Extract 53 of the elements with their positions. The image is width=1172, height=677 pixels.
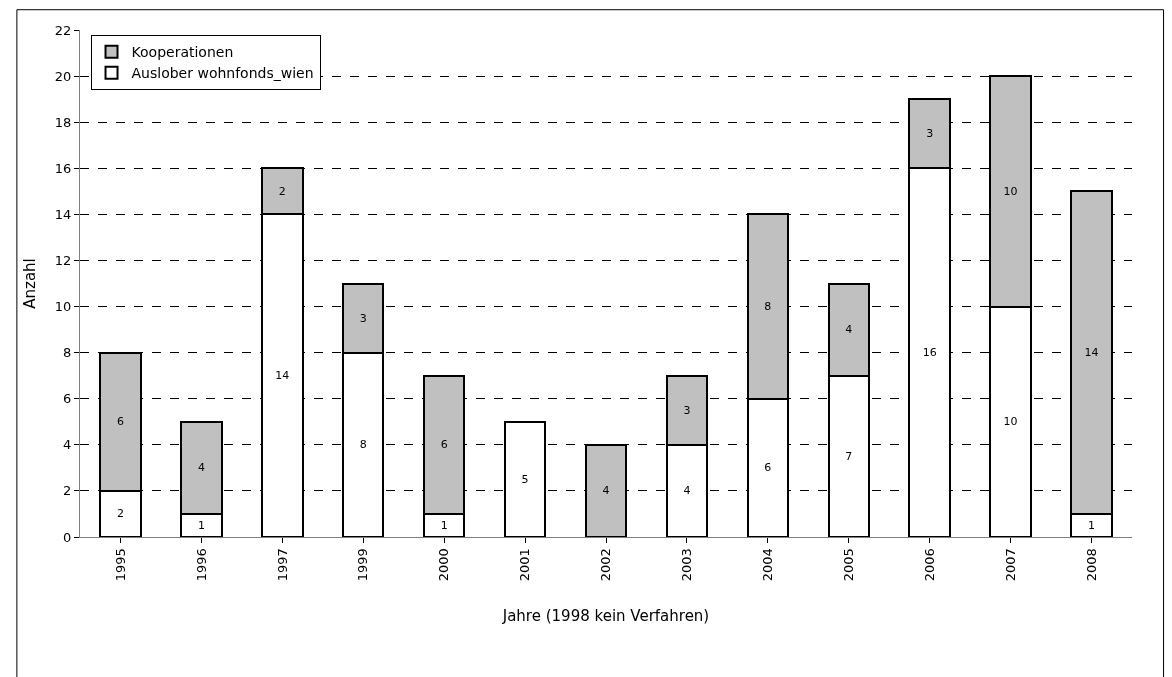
x-tick-label: 1996 (193, 548, 209, 582)
data-label: 6 (440, 438, 448, 452)
data-label: 6 (116, 415, 124, 429)
x-tick-label: 2007 (1002, 548, 1018, 582)
x-tick-label: 1995 (112, 548, 128, 582)
data-label: 8 (359, 438, 367, 452)
data-label: 8 (764, 300, 772, 314)
y-tick-label: 10 (54, 299, 72, 315)
y-tick-label: 4 (63, 437, 72, 453)
data-label: 6 (764, 461, 772, 475)
data-label: 4 (197, 461, 205, 475)
data-label: 5 (521, 472, 529, 486)
x-tick-label: 2001 (517, 548, 533, 582)
data-label: 1 (197, 518, 205, 532)
data-label: 3 (359, 311, 367, 325)
x-axis-title: Jahre (1998 kein Verfahren) (501, 607, 710, 626)
x-tick-label: 2006 (921, 548, 937, 582)
data-label: 16 (922, 346, 937, 360)
x-tick-label: 1997 (274, 548, 290, 582)
data-label: 7 (845, 449, 853, 463)
data-label: 14 (275, 369, 290, 383)
data-label: 14 (1084, 346, 1099, 360)
x-tick-label: 2002 (598, 548, 614, 582)
y-tick-label: 18 (54, 114, 72, 130)
data-label: 1 (440, 518, 448, 532)
data-label: 4 (602, 484, 610, 498)
x-tick-label: 2004 (760, 548, 776, 582)
y-tick-label: 20 (54, 68, 72, 84)
data-label: 10 (1003, 415, 1018, 429)
x-tick-label: 2003 (679, 548, 695, 582)
y-tick-label: 14 (54, 206, 72, 222)
data-label: 2 (116, 507, 124, 521)
y-tick-label: 22 (54, 22, 72, 38)
legend-label: Auslober wohnfonds_wien (131, 65, 314, 82)
x-tick-label: 2005 (840, 548, 856, 582)
data-label: 1 (1088, 518, 1096, 532)
y-tick-label: 6 (63, 391, 72, 407)
y-tick-label: 0 (63, 529, 72, 545)
data-label: 3 (926, 127, 934, 141)
x-tick-label: 2008 (1083, 548, 1099, 582)
x-tick-label: 1999 (355, 548, 371, 582)
data-label: 4 (683, 484, 691, 498)
data-label: 3 (683, 403, 691, 417)
legend-label: Kooperationen (131, 44, 234, 61)
x-tick-label: 2000 (436, 548, 452, 582)
data-label: 10 (1003, 184, 1018, 198)
y-axis-title: Anzahl (21, 258, 40, 309)
y-tick-label: 2 (63, 483, 72, 499)
y-tick-label: 16 (54, 160, 72, 176)
y-tick-label: 8 (63, 345, 72, 361)
y-tick-label: 12 (54, 253, 72, 268)
data-label: 2 (278, 184, 286, 198)
data-label: 4 (845, 323, 853, 337)
